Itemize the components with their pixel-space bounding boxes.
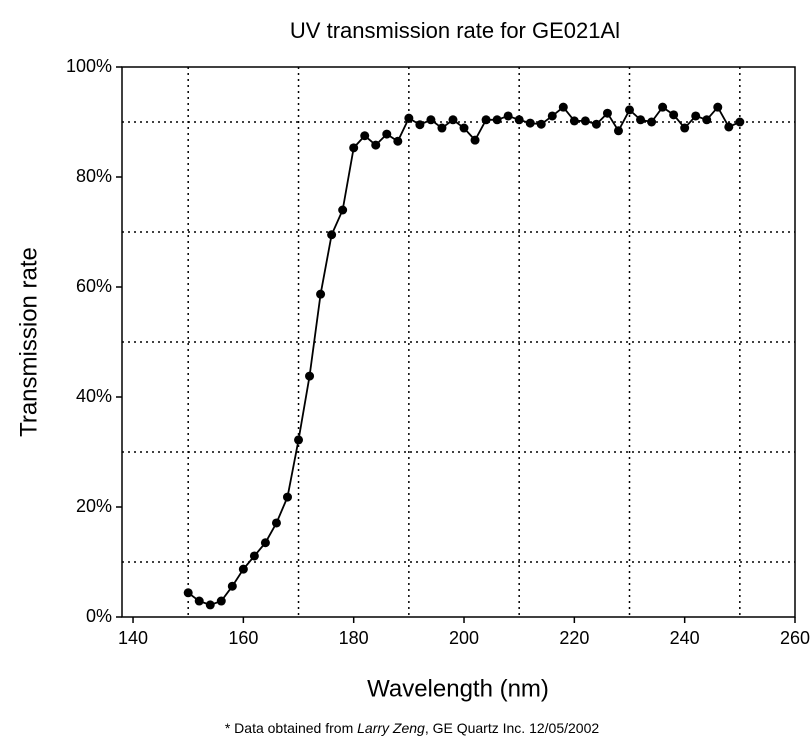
- y-tick-label: 20%: [76, 496, 112, 516]
- x-tick-label: 220: [559, 628, 589, 648]
- data-point: [271, 518, 281, 528]
- data-point: [183, 588, 193, 598]
- data-point: [481, 115, 491, 125]
- data-point: [503, 111, 513, 121]
- x-tick-label: 180: [339, 628, 369, 648]
- data-point: [382, 129, 392, 139]
- data-point: [669, 110, 679, 120]
- data-point: [691, 111, 701, 121]
- plot-frame: [121, 66, 796, 618]
- data-point: [514, 115, 524, 125]
- data-point: [338, 205, 348, 215]
- footnote-prefix: * Data obtained from: [225, 720, 357, 736]
- data-point: [305, 371, 315, 381]
- data-point: [360, 131, 370, 141]
- data-point: [448, 115, 458, 125]
- chart-title: UV transmission rate for GE021Al: [290, 18, 620, 43]
- data-point: [294, 435, 304, 445]
- data-point: [249, 551, 259, 561]
- y-tick-label: 80%: [76, 166, 112, 186]
- data-point: [415, 120, 425, 130]
- x-tick-label: 160: [228, 628, 258, 648]
- data-point: [647, 117, 657, 127]
- data-point: [613, 126, 623, 136]
- data-point: [636, 115, 646, 125]
- y-tick-label: 40%: [76, 386, 112, 406]
- data-point: [625, 105, 635, 115]
- data-point: [227, 581, 237, 591]
- data-point: [205, 600, 215, 610]
- data-point: [393, 136, 403, 146]
- y-axis-label: Transmission rate: [15, 247, 42, 437]
- footnote: * Data obtained from Larry Zeng, GE Quar…: [225, 720, 600, 736]
- y-tick-label: 60%: [76, 276, 112, 296]
- data-point: [492, 115, 502, 125]
- x-tick-label: 200: [449, 628, 479, 648]
- data-point: [404, 113, 414, 123]
- y-tick-label: 100%: [66, 56, 112, 76]
- data-point: [316, 289, 326, 299]
- data-point: [569, 116, 579, 126]
- data-point: [371, 140, 381, 150]
- footnote-rest: , GE Quartz Inc. 12/05/2002: [425, 720, 600, 736]
- data-point: [194, 596, 204, 606]
- data-point: [525, 118, 535, 128]
- footnote-author: Larry Zeng: [357, 720, 425, 736]
- data-point: [470, 135, 480, 145]
- data-point: [580, 116, 590, 126]
- data-point: [713, 102, 723, 112]
- x-tick-label: 260: [780, 628, 810, 648]
- series-line: [187, 105, 741, 606]
- data-point: [680, 123, 690, 133]
- data-point: [437, 123, 447, 133]
- data-point: [658, 102, 668, 112]
- data-point: [547, 111, 557, 121]
- data-point: [591, 119, 601, 129]
- data-point: [216, 596, 226, 606]
- data-point: [735, 117, 745, 127]
- x-tick-label: 240: [670, 628, 700, 648]
- data-point: [238, 564, 248, 574]
- y-tick-label: 0%: [86, 606, 112, 626]
- data-point: [459, 123, 469, 133]
- data-point: [536, 119, 546, 129]
- data-point: [558, 102, 568, 112]
- data-point: [702, 115, 712, 125]
- data-point: [349, 143, 359, 153]
- data-point: [602, 108, 612, 118]
- data-point: [327, 230, 337, 240]
- data-point: [282, 492, 292, 502]
- data-point: [426, 115, 436, 125]
- data-point: [724, 122, 734, 132]
- x-tick-label: 140: [118, 628, 148, 648]
- x-axis-label: Wavelength (nm): [367, 675, 549, 702]
- data-point: [260, 538, 270, 548]
